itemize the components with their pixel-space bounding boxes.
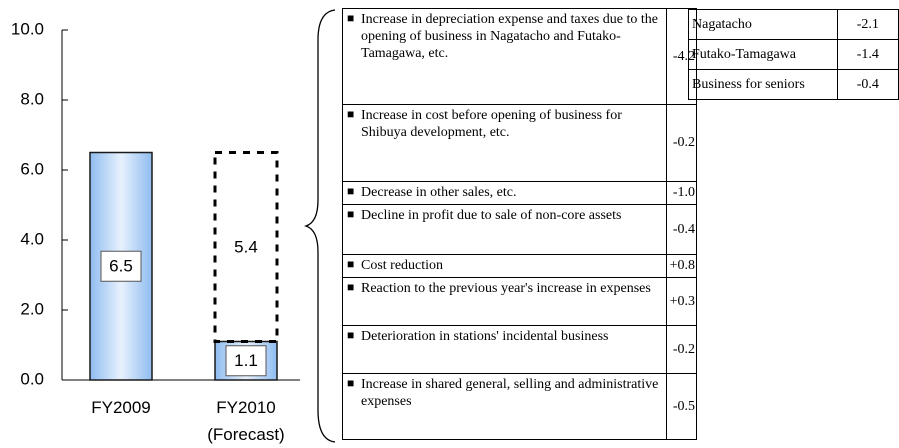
table-row: Decline in profit due to sale of non-cor… bbox=[342, 204, 697, 255]
brace bbox=[303, 9, 336, 443]
text-cell: Decrease in other sales, etc. bbox=[342, 181, 667, 205]
text-cell: Increase in shared general, selling and … bbox=[342, 373, 667, 440]
label-box bbox=[100, 250, 142, 282]
table-row: Increase in cost before opening of busin… bbox=[342, 104, 697, 182]
value-cell: +0.3 bbox=[666, 277, 697, 326]
text-cell: Deterioration in stations' incidental bu… bbox=[342, 325, 667, 374]
y-tick-label: 6.0 bbox=[20, 159, 44, 178]
table-row: Increase in shared general, selling and … bbox=[342, 373, 697, 440]
table-row: Decrease in other sales, etc.-1.0 bbox=[342, 181, 697, 205]
value-cell: -0.2 bbox=[666, 325, 697, 374]
y-tick-label: 0.0 bbox=[20, 369, 44, 388]
value-cell: -1.0 bbox=[666, 181, 697, 205]
y-tick-label: 10.0 bbox=[11, 19, 44, 38]
text-cell: Futako-Tamagawa bbox=[688, 39, 838, 70]
value-cell: -0.4 bbox=[666, 204, 697, 255]
data-label: 6.5 bbox=[109, 257, 133, 276]
value-cell: -2.1 bbox=[836, 9, 899, 40]
text-cell: Increase in cost before opening of busin… bbox=[342, 104, 667, 182]
value-cell: +0.8 bbox=[666, 254, 697, 278]
chart: 0.0 2.0 4.0 6.0 8.0 10.0 6.5 1.1 5.4 bbox=[11, 9, 336, 443]
table-row: Business for seniors -0.4 bbox=[688, 69, 899, 100]
x-tick-label: FY2010 (Forecast) bbox=[207, 398, 285, 444]
factors-table: Increase in depreciation expense and tax… bbox=[342, 8, 697, 440]
value-cell: -0.2 bbox=[666, 104, 697, 182]
value-cell: -0.5 bbox=[666, 373, 697, 440]
y-tick-label: 4.0 bbox=[20, 229, 44, 248]
breakdown-table: Nagatacho -2.1 Futako-Tamagawa -1.4 Business… bbox=[688, 9, 899, 100]
table-row: Futako-Tamagawa -1.4 bbox=[688, 39, 899, 70]
table-row: Nagatacho -2.1 bbox=[688, 9, 899, 40]
text-cell: Increase in depreciation expense and tax… bbox=[342, 8, 667, 105]
text-cell: Cost reduction bbox=[342, 254, 667, 278]
text-cell: Business for seniors bbox=[688, 69, 838, 100]
label-box bbox=[225, 345, 267, 377]
y-tick-label: 8.0 bbox=[20, 89, 44, 108]
value-cell: -1.4 bbox=[836, 39, 899, 70]
table-row: Cost reduction+0.8 bbox=[342, 254, 697, 278]
table-row: Deterioration in stations' incidental bu… bbox=[342, 325, 697, 374]
value-cell: -0.4 bbox=[836, 69, 899, 100]
table-row: Reaction to the previous year's increase… bbox=[342, 277, 697, 326]
bar bbox=[213, 151, 279, 343]
data-label: 5.4 bbox=[234, 237, 258, 256]
y-tick-label: 2.0 bbox=[20, 299, 44, 318]
text-cell: Nagatacho bbox=[688, 9, 838, 40]
x-tick-label: FY2009 bbox=[91, 398, 151, 417]
data-label: 1.1 bbox=[234, 351, 258, 370]
table-row: Increase in depreciation expense and tax… bbox=[342, 8, 697, 105]
text-cell: Decline in profit due to sale of non-cor… bbox=[342, 204, 667, 255]
text-cell: Reaction to the previous year's increase… bbox=[342, 277, 667, 326]
